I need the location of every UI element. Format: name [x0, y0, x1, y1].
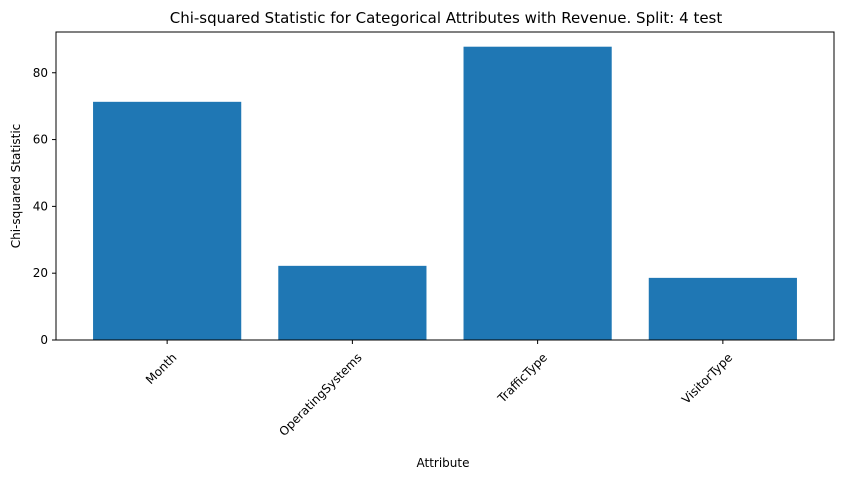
- x-tick-label-month: Month: [143, 350, 180, 387]
- y-tick-label: 20: [33, 266, 48, 280]
- x-tick-label-operatingsystems: OperatingSystems: [276, 350, 364, 438]
- x-tick-label-traffictype: TrafficType: [494, 350, 550, 406]
- y-tick-label: 0: [40, 333, 48, 347]
- x-axis-ticks: Month OperatingSystems TrafficType VisitorT…: [143, 340, 735, 439]
- y-axis-ticks: 0 20 40 60 80: [33, 66, 56, 347]
- x-axis-label: Attribute: [417, 456, 470, 470]
- x-tick-label-visitortype: VisitorType: [679, 350, 735, 406]
- bar-traffictype: [463, 46, 612, 340]
- y-tick-label: 80: [33, 66, 48, 80]
- bar-operatingsystems: [278, 265, 427, 340]
- bars-group: [93, 46, 797, 341]
- bar-month: [93, 101, 242, 341]
- y-axis-label: Chi-squared Statistic: [9, 124, 23, 249]
- plot-frame: [55, 31, 835, 341]
- bar-visitortype: [648, 277, 797, 340]
- chart-title: Chi-squared Statistic for Categorical At…: [170, 9, 723, 27]
- y-tick-label: 40: [33, 199, 48, 213]
- y-tick-label: 60: [33, 133, 48, 147]
